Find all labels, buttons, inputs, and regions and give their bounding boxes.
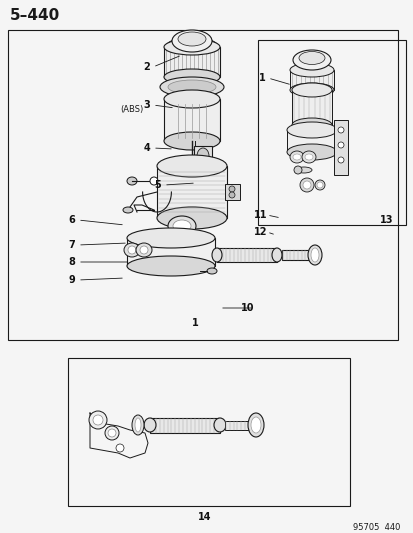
Ellipse shape [164,132,219,150]
Ellipse shape [304,154,312,160]
Ellipse shape [127,256,214,276]
Ellipse shape [337,142,343,148]
Text: 14: 14 [198,512,211,522]
Ellipse shape [168,216,195,236]
Ellipse shape [140,246,147,254]
Ellipse shape [123,207,133,213]
Ellipse shape [214,418,225,432]
Text: 95705  440: 95705 440 [352,522,399,531]
Ellipse shape [293,166,301,174]
Bar [257,40,405,225]
Ellipse shape [298,52,324,64]
Ellipse shape [124,243,140,257]
Bar [224,421,249,430]
Ellipse shape [211,248,221,262]
Ellipse shape [228,192,235,198]
Text: 7: 7 [69,240,75,250]
Text: 1: 1 [191,318,198,328]
Bar [224,184,240,200]
Text: 2: 2 [143,62,150,72]
Ellipse shape [173,220,190,232]
Text: (ABS): (ABS) [120,104,143,114]
Bar [291,90,331,125]
Bar [333,120,347,175]
Ellipse shape [157,207,226,229]
Bar [127,238,214,266]
Bar [289,70,333,90]
Ellipse shape [197,148,209,164]
Ellipse shape [132,415,144,435]
Ellipse shape [206,268,216,274]
Ellipse shape [314,180,324,190]
Ellipse shape [150,177,158,185]
Ellipse shape [164,39,219,55]
Bar [216,248,276,262]
Ellipse shape [159,77,223,97]
Bar [281,250,309,260]
Text: 10: 10 [241,303,254,313]
Ellipse shape [135,418,141,432]
Bar [286,130,336,152]
Ellipse shape [168,80,216,94]
Text: 9: 9 [69,275,75,285]
Text: 8: 8 [69,257,75,267]
Ellipse shape [136,243,152,257]
Ellipse shape [310,248,318,262]
Ellipse shape [291,83,331,97]
Ellipse shape [295,167,311,173]
Ellipse shape [247,413,263,437]
Text: 5–440: 5–440 [10,8,60,23]
Text: 4: 4 [143,143,150,153]
Ellipse shape [337,127,343,133]
Bar [150,418,219,433]
Bar [194,146,211,166]
Text: 13: 13 [379,215,393,225]
Ellipse shape [289,83,333,97]
Ellipse shape [316,182,322,188]
Ellipse shape [128,246,136,254]
Ellipse shape [291,118,331,132]
Ellipse shape [301,151,315,163]
Ellipse shape [171,30,211,52]
Bar [68,358,349,506]
Text: 1: 1 [258,73,265,83]
Ellipse shape [116,444,124,452]
Ellipse shape [292,50,330,70]
Bar [157,166,226,218]
Ellipse shape [289,63,333,77]
Ellipse shape [164,90,219,108]
Text: 3: 3 [143,100,150,110]
Ellipse shape [105,426,119,440]
Ellipse shape [166,37,218,57]
Ellipse shape [292,154,300,160]
Ellipse shape [271,248,281,262]
Ellipse shape [89,411,107,429]
Ellipse shape [164,69,219,85]
Ellipse shape [286,144,336,160]
Ellipse shape [108,429,116,437]
Ellipse shape [307,245,321,265]
Ellipse shape [337,157,343,163]
Ellipse shape [289,151,303,163]
Bar [164,99,219,141]
Ellipse shape [127,177,137,185]
Bar [164,47,219,77]
Ellipse shape [286,122,336,138]
Ellipse shape [228,186,235,192]
Ellipse shape [144,418,156,432]
Ellipse shape [178,32,206,46]
Text: 12: 12 [254,227,267,237]
Text: 11: 11 [254,210,267,220]
Ellipse shape [127,228,214,248]
Text: 6: 6 [69,215,75,225]
Ellipse shape [93,415,103,425]
Text: 5: 5 [154,180,161,190]
Bar [8,30,397,340]
Ellipse shape [302,181,310,189]
Ellipse shape [250,417,260,433]
Ellipse shape [157,155,226,177]
Ellipse shape [299,178,313,192]
